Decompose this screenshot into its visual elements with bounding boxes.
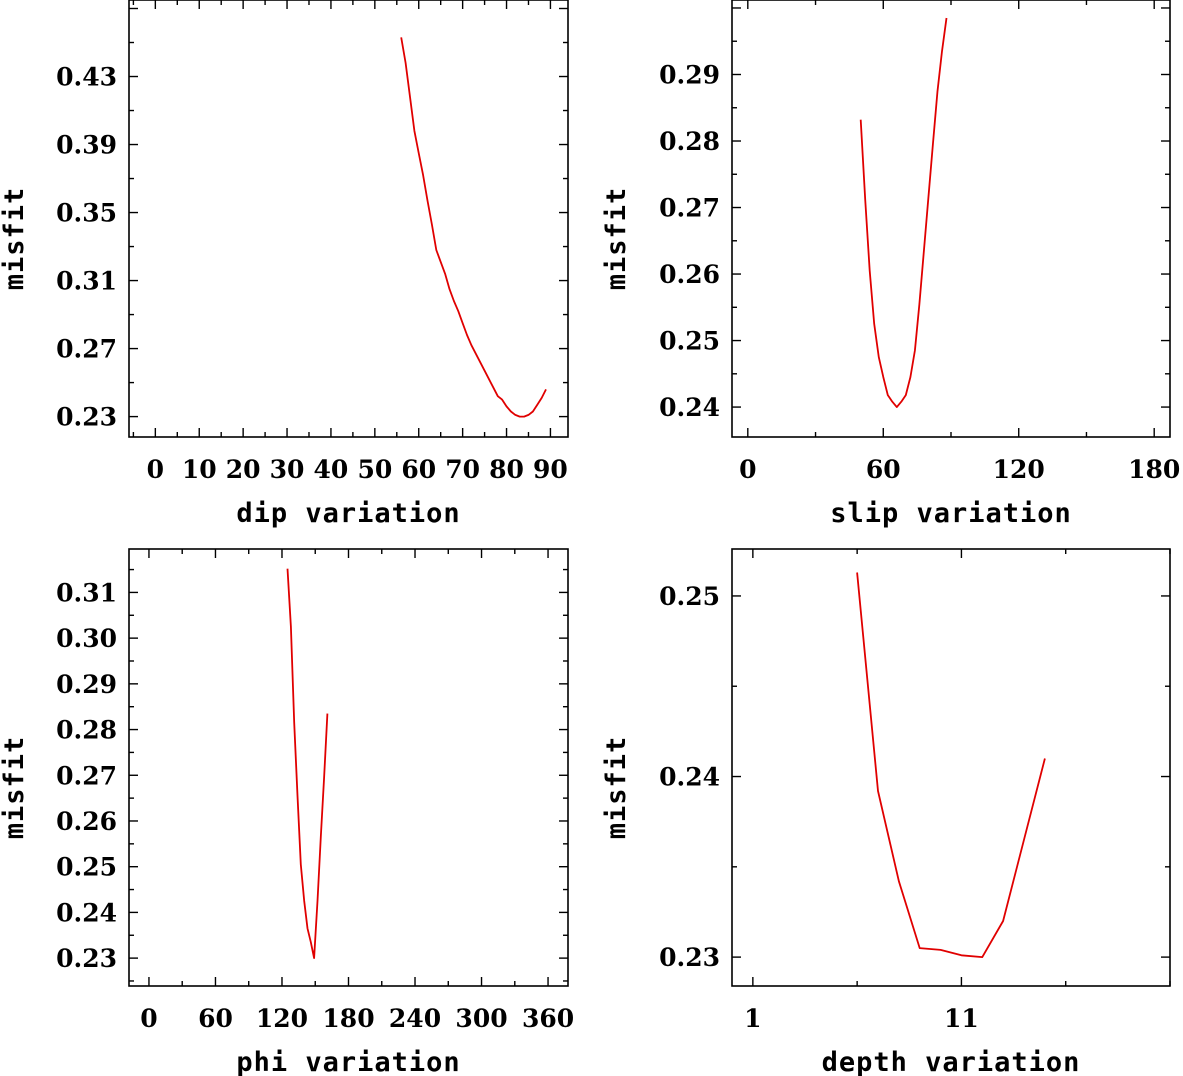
x-axis-label: dip variation — [236, 498, 460, 529]
x-tick-label: 60 — [401, 455, 436, 484]
y-axis-label: misfit — [601, 736, 632, 840]
x-axis-label: phi variation — [236, 1047, 460, 1076]
misfit-series-line — [286, 568, 329, 959]
y-tick-label: 0.23 — [56, 403, 117, 432]
y-tick-label: 0.31 — [56, 267, 117, 296]
y-tick-label: 0.23 — [659, 943, 720, 972]
plot-frame — [731, 548, 1171, 987]
y-axis-label: misfit — [601, 187, 632, 291]
y-tick-label: 0.31 — [56, 578, 117, 607]
y-tick-label: 0.35 — [56, 199, 117, 228]
misfit-series-line — [400, 37, 547, 418]
y-tick-label: 0.27 — [56, 761, 117, 790]
y-tick-label: 0.43 — [56, 63, 117, 92]
y-tick-label: 0.28 — [56, 716, 117, 745]
x-tick-label: 70 — [445, 455, 480, 484]
y-tick-label: 0.28 — [659, 127, 720, 156]
x-tick-label: 120 — [993, 455, 1045, 484]
x-tick-label: 0 — [739, 455, 756, 484]
x-axis-label: slip variation — [830, 498, 1072, 529]
y-tick-label: 0.24 — [659, 763, 720, 792]
y-tick-label: 0.26 — [56, 807, 117, 836]
x-tick-label: 0 — [147, 455, 164, 484]
x-tick-label: 360 — [522, 1004, 574, 1033]
y-axis-label: misfit — [0, 736, 30, 840]
x-tick-label: 180 — [322, 1004, 374, 1033]
y-tick-label: 0.25 — [659, 327, 720, 356]
x-tick-label: 11 — [944, 1004, 979, 1033]
chart-top-left: 0 10 20 30 40 50 60 70 80 90 0.23 0.27 0.31 0.35 0.39 0… — [0, 0, 569, 529]
y-tick-label: 0.27 — [56, 335, 117, 364]
x-tick-label: 180 — [1128, 455, 1180, 484]
y-tick-label: 0.27 — [659, 194, 720, 223]
x-tick-label: 10 — [182, 455, 217, 484]
y-tick-label: 0.29 — [56, 670, 117, 699]
x-tick-label: 60 — [198, 1004, 233, 1033]
plot-frame — [128, 0, 569, 438]
y-tick-label: 0.25 — [56, 853, 117, 882]
x-tick-label: 1 — [744, 1004, 761, 1033]
x-tick-label: 40 — [314, 455, 349, 484]
y-tick-label: 0.30 — [56, 624, 117, 653]
y-tick-label: 0.39 — [56, 131, 117, 160]
x-tick-label: 240 — [389, 1004, 441, 1033]
plot-frame — [731, 0, 1171, 438]
x-tick-label: 90 — [533, 455, 568, 484]
y-tick-label: 0.25 — [659, 582, 720, 611]
x-tick-label: 20 — [226, 455, 261, 484]
x-tick-label: 60 — [866, 455, 901, 484]
y-axis-label: misfit — [0, 187, 30, 291]
x-axis-label: depth variation — [822, 1047, 1081, 1076]
misfit-series-line — [859, 17, 948, 409]
x-tick-label: 50 — [357, 455, 392, 484]
y-tick-label: 0.24 — [56, 898, 117, 927]
x-tick-label: 30 — [270, 455, 305, 484]
misfit-series-line — [856, 572, 1046, 958]
x-tick-label: 80 — [489, 455, 524, 484]
plot-frame — [128, 548, 569, 987]
y-tick-label: 0.29 — [659, 60, 720, 89]
chart-top-right: 0 60 120 180 0.24 0.25 0.26 0.27 0.28 0.29 slip va… — [601, 0, 1180, 529]
y-tick-label: 0.24 — [659, 393, 720, 422]
y-tick-label: 0.26 — [659, 260, 720, 289]
chart-bottom-left: 0 60 120 180 240 300 360 0.23 0.24 0.25 0.26 0.27 0.… — [0, 548, 574, 1076]
x-tick-label: 300 — [455, 1004, 507, 1033]
y-tick-label: 0.23 — [56, 944, 117, 973]
x-tick-label: 120 — [256, 1004, 308, 1033]
x-tick-label: 0 — [140, 1004, 157, 1033]
